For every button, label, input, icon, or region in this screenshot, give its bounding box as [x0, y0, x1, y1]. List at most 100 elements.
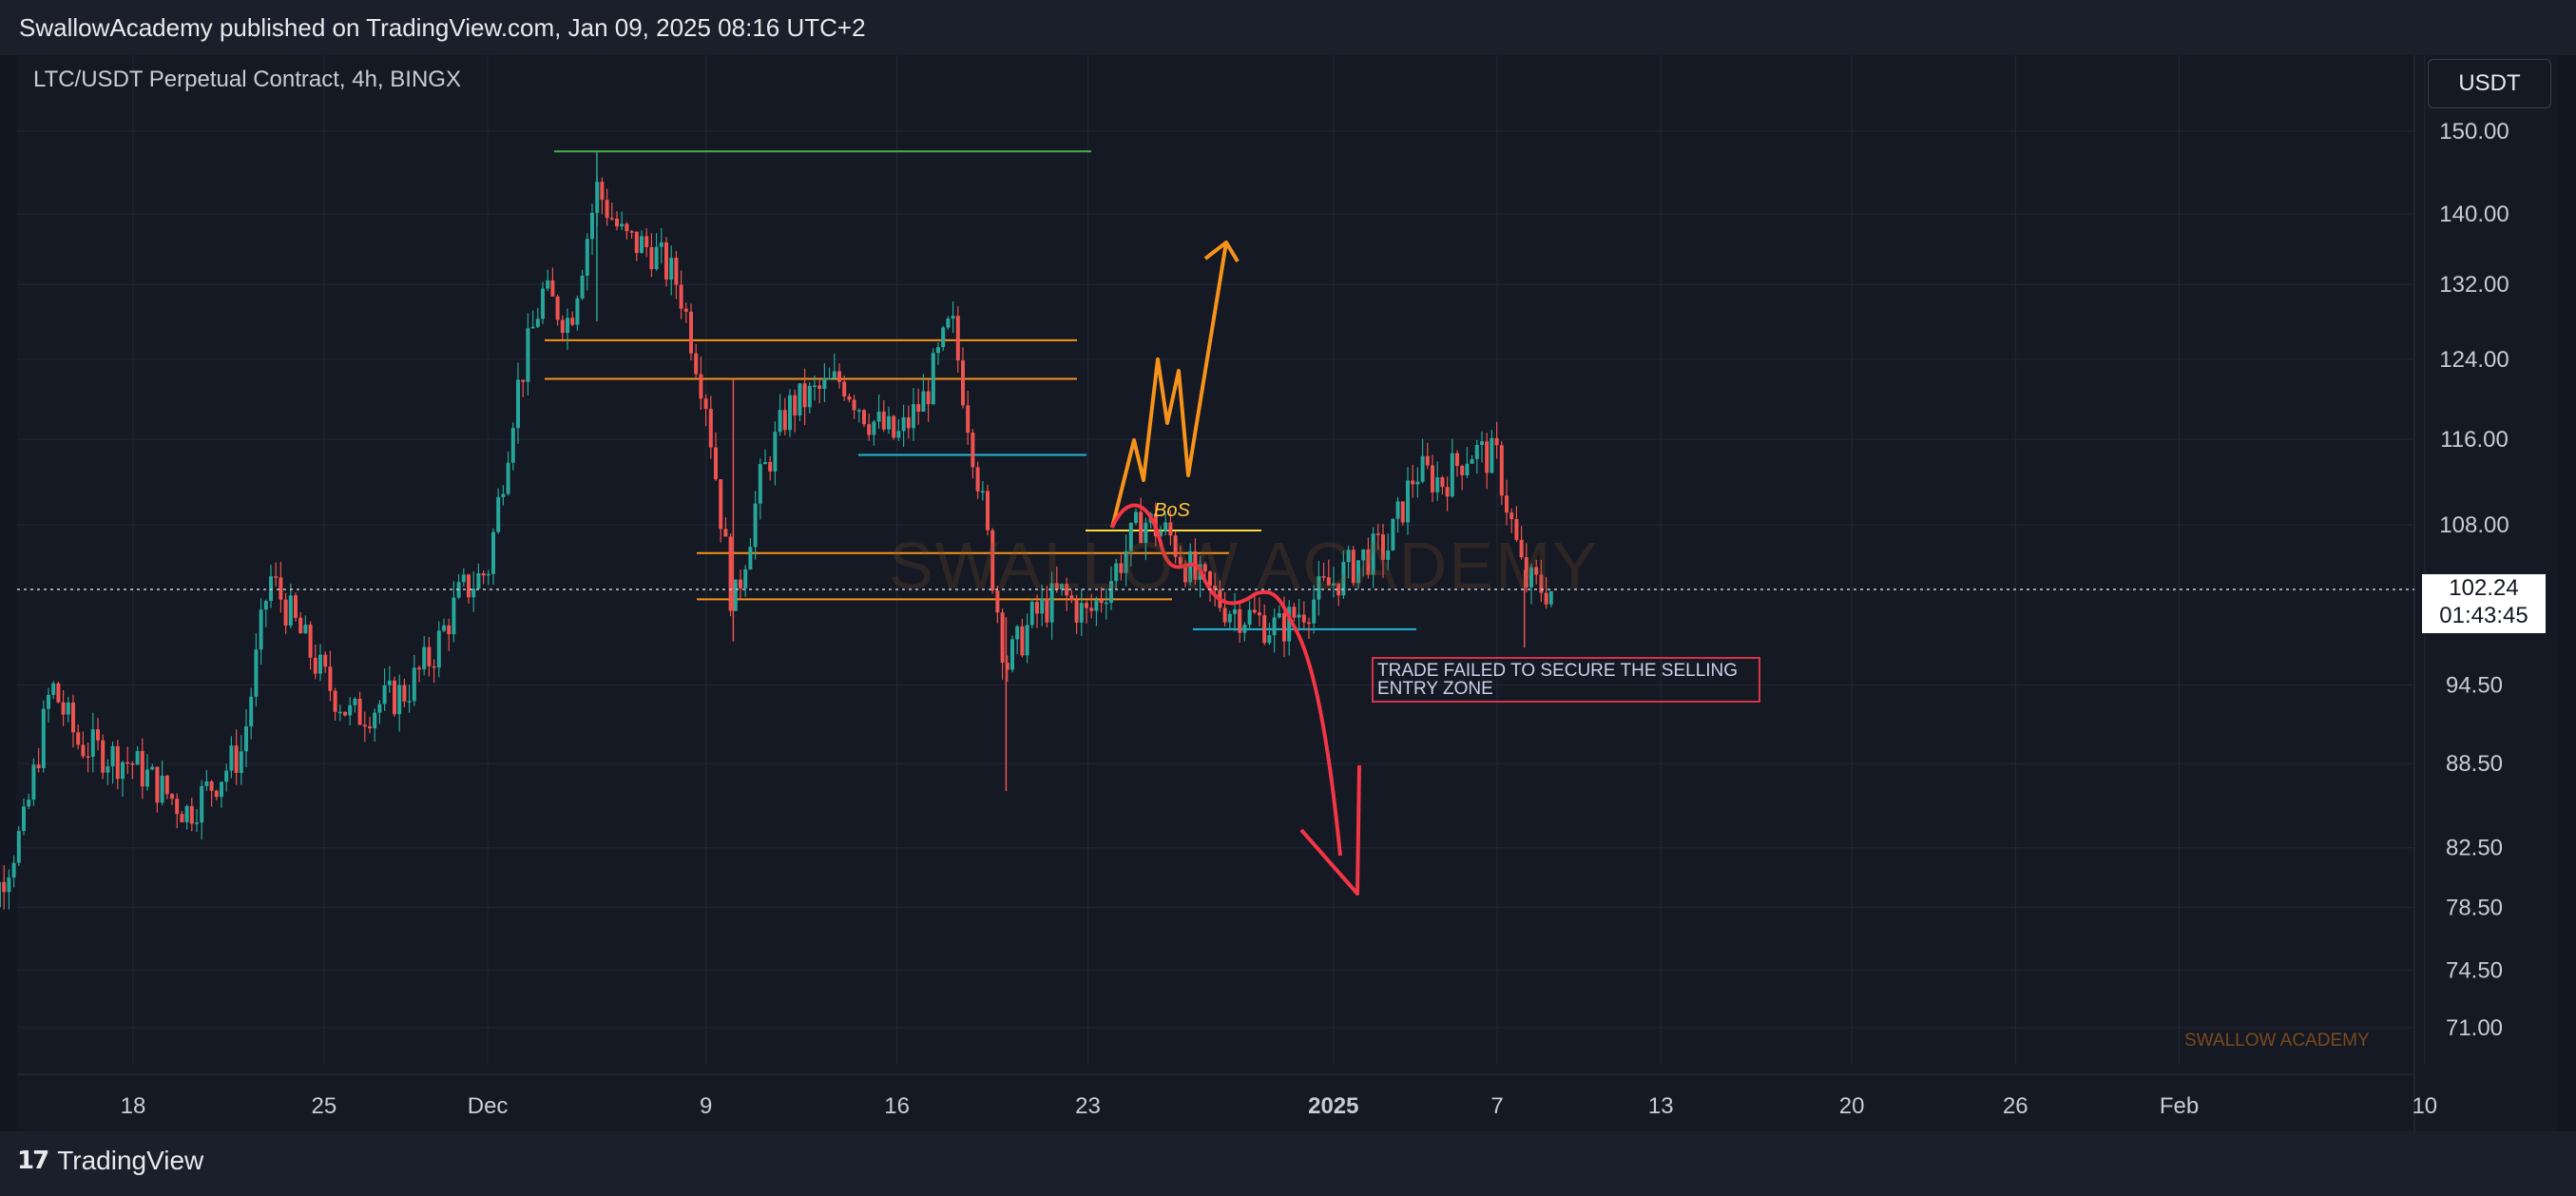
candle-body: [1272, 617, 1277, 636]
footer-bar: [0, 1131, 2576, 1196]
candle-body: [995, 590, 1000, 613]
candle-body: [896, 431, 901, 438]
candle-body: [377, 704, 382, 713]
candle-body: [654, 246, 659, 270]
time-tick-label: 2025: [1308, 1093, 1358, 1119]
candle-body: [1262, 615, 1267, 644]
candle-body: [535, 318, 540, 327]
price-tick-label: 71.00: [2446, 1015, 2503, 1041]
candle-body: [550, 280, 555, 297]
candle-body: [135, 750, 140, 765]
candle-body: [1124, 550, 1128, 573]
time-tick-label: Dec: [468, 1093, 509, 1119]
candle-body: [1297, 614, 1301, 618]
candle-body: [41, 708, 46, 769]
candle-body: [901, 416, 906, 432]
candle-body: [961, 360, 965, 406]
candle-body: [723, 529, 728, 537]
candle-body: [719, 479, 723, 530]
candle-body: [1386, 550, 1391, 560]
candle-body: [881, 411, 886, 430]
tradingview-logo-text: TradingView: [57, 1146, 204, 1175]
candle-body: [7, 877, 11, 893]
time-tick-label: 18: [121, 1093, 146, 1119]
candle-body: [323, 654, 328, 667]
bullish-scenario-path: [1110, 241, 1228, 529]
candle-body: [150, 766, 155, 770]
candle-body: [936, 347, 940, 354]
publisher-header: SwallowAcademy published on TradingView.…: [0, 0, 2576, 55]
candle-body: [679, 284, 683, 309]
time-tick-label: 13: [1648, 1093, 1674, 1119]
candle-body: [906, 416, 911, 429]
candle-body: [1391, 518, 1395, 550]
candle-body: [387, 680, 392, 685]
candle-body: [1247, 609, 1252, 626]
candle-body: [1371, 533, 1375, 575]
candles: [0, 151, 1553, 910]
candle-body: [337, 711, 342, 714]
candle-body: [560, 319, 565, 334]
candle-body: [887, 415, 891, 430]
candle-body: [47, 694, 50, 709]
time-axis: 18 25 Dec 9 16 23 2025 7 13 20 26 Feb 10: [121, 1093, 2438, 1119]
candle-body: [96, 729, 100, 741]
candle-body: [1455, 453, 1459, 466]
candle-body: [575, 298, 580, 325]
candle-body: [600, 182, 605, 201]
candle-body: [921, 391, 926, 412]
candle-body: [1514, 519, 1519, 540]
candle-body: [986, 491, 990, 530]
candle-body: [1351, 550, 1355, 584]
candle-body: [664, 241, 668, 280]
candle-body: [1375, 533, 1380, 535]
candle-body: [491, 531, 495, 574]
price-tick-label: 88.50: [2446, 751, 2503, 777]
candle-body: [269, 576, 273, 602]
candle-body: [195, 822, 199, 824]
candle-body: [847, 396, 852, 400]
candle-body: [1222, 608, 1227, 623]
time-tick-label: 9: [700, 1093, 712, 1119]
candle-body: [274, 576, 279, 578]
chart-pane[interactable]: [17, 55, 2557, 1131]
candle-body: [1282, 612, 1286, 642]
candle-body: [1238, 608, 1242, 633]
candle-body: [496, 496, 501, 532]
bos-label[interactable]: BoS: [1154, 500, 1190, 521]
candle-body: [1395, 501, 1400, 519]
candle-body: [941, 327, 946, 348]
currency-button[interactable]: USDT: [2428, 59, 2551, 108]
candle-body: [951, 316, 955, 319]
candle-body: [1128, 522, 1133, 551]
annotation-box[interactable]: TRADE FAILED TO SECURE THE SELLING ENTRY…: [1372, 657, 1760, 703]
candle-body: [813, 385, 817, 388]
candle-body: [1079, 603, 1084, 623]
candle-body: [1049, 583, 1054, 623]
tradingview-logo[interactable]: 17 TradingView: [17, 1146, 203, 1176]
candle-countdown: 01:43:45: [2439, 603, 2528, 628]
candle-body: [1139, 511, 1144, 544]
candle-body: [1208, 571, 1212, 587]
candle-body: [1415, 481, 1420, 485]
price-tick-label: 74.50: [2446, 957, 2503, 983]
candle-body: [471, 588, 476, 598]
candle-body: [333, 690, 337, 712]
candle-body: [1431, 465, 1434, 492]
candle-body: [1163, 522, 1168, 531]
candle-body: [61, 702, 66, 715]
price-tick-label: 108.00: [2439, 512, 2509, 538]
candle-body: [481, 572, 486, 576]
candle-body: [244, 726, 248, 752]
candle-body: [541, 288, 545, 319]
chart-legend[interactable]: LTC/USDT Perpetual Contract, 4h, BINGX: [33, 67, 461, 92]
candle-body: [975, 467, 980, 492]
candle-body: [609, 218, 614, 220]
candle-body: [1425, 455, 1430, 466]
candle-body: [1307, 622, 1311, 625]
candle-body: [1341, 562, 1346, 596]
candle-body: [1069, 595, 1074, 601]
candle-body: [442, 625, 446, 631]
candle-body: [1109, 581, 1113, 603]
